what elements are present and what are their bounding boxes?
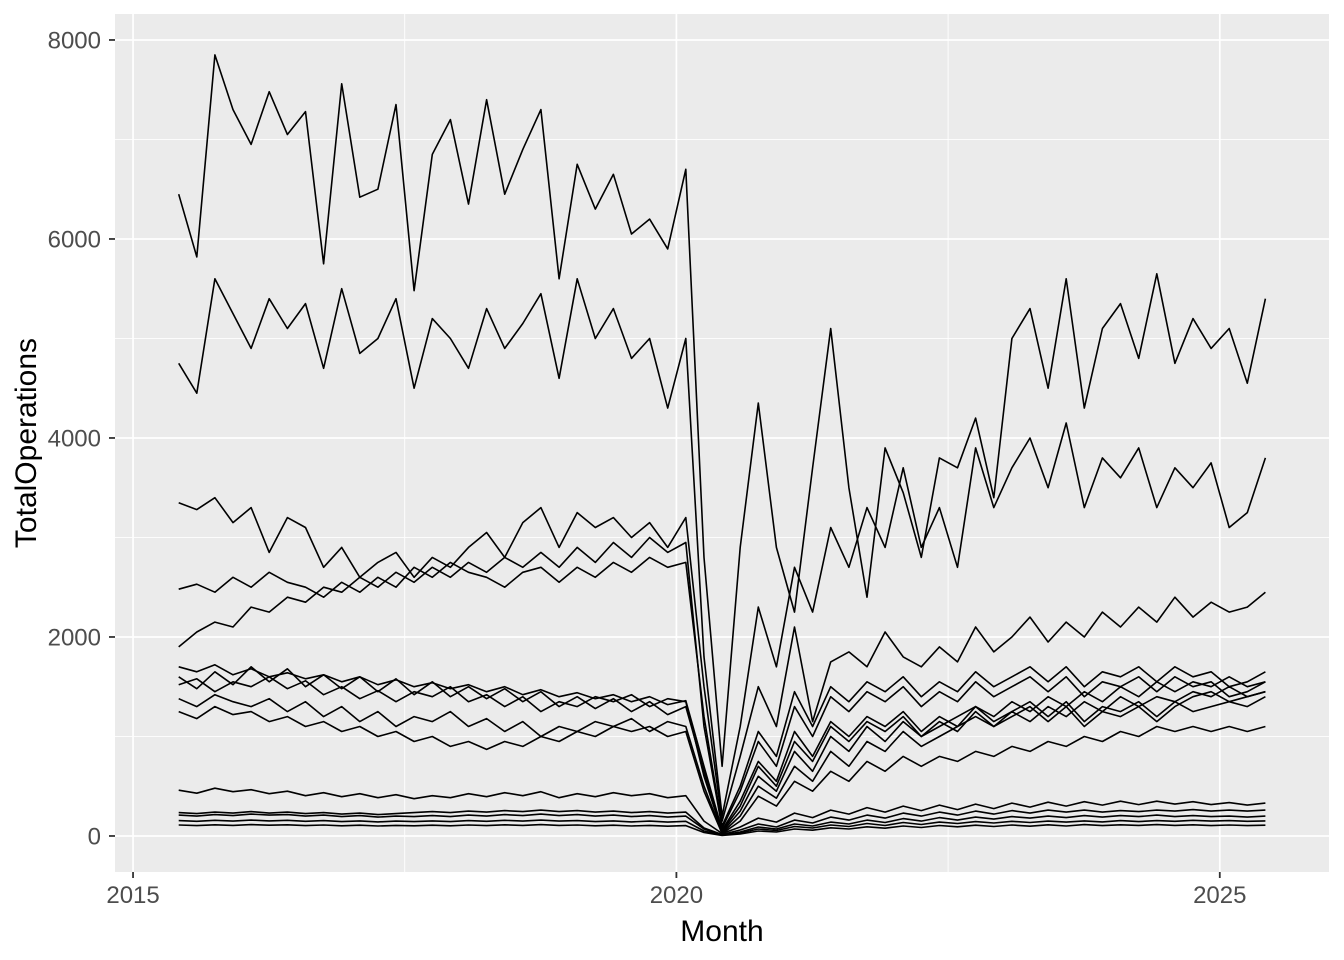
y-tick-label: 4000 <box>48 425 101 452</box>
x-axis-title: Month <box>680 915 763 948</box>
y-tick-label: 8000 <box>48 27 101 54</box>
x-tick-label: 2015 <box>106 882 159 909</box>
y-axis-title: TotalOperations <box>10 338 43 548</box>
y-tick-label: 6000 <box>48 226 101 253</box>
axis-ticks: 0 2000 4000 6000 8000 2015 2020 2025 <box>48 27 1247 909</box>
series-01-line <box>177 54 1267 768</box>
series-15-line <box>178 823 1266 837</box>
panel-background <box>115 14 1329 872</box>
plot-panel <box>115 14 1329 872</box>
x-tick-label: 2025 <box>1193 882 1246 909</box>
x-tick-label: 2020 <box>650 882 703 909</box>
y-tick-label: 2000 <box>48 624 101 651</box>
data-series-lines <box>177 54 1267 837</box>
series-11-line <box>178 787 1266 835</box>
y-tick-label: 0 <box>88 823 101 850</box>
